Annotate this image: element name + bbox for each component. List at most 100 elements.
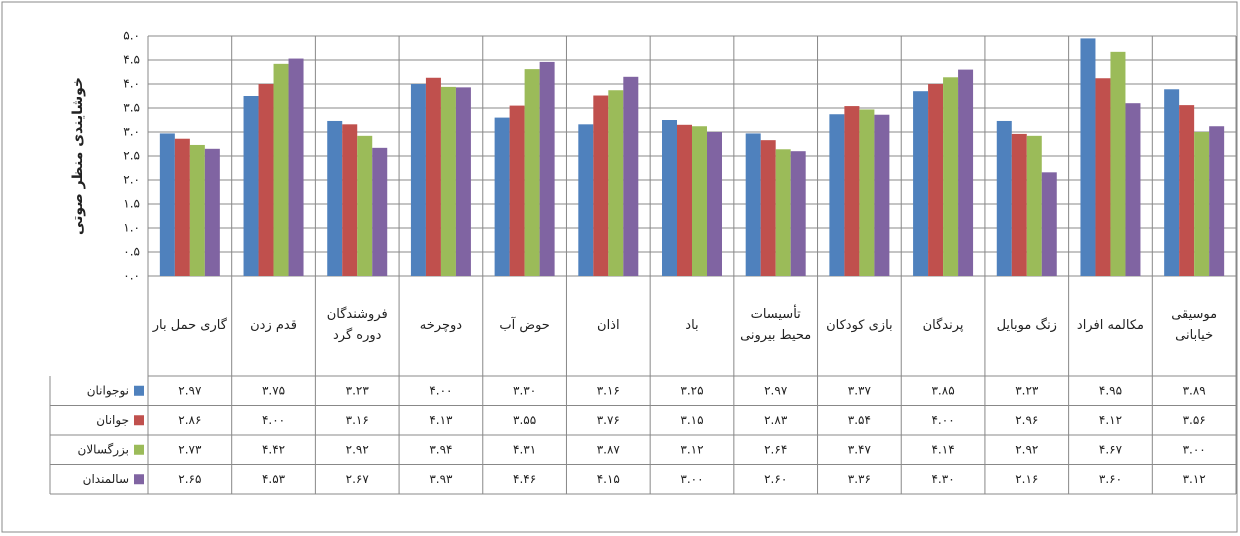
value-label: ۴.۴۶ <box>513 472 536 486</box>
category-cell: دوچرخه <box>420 318 462 333</box>
value-label: ۳.۲۳ <box>346 383 370 397</box>
y-tick-label: ۳.۰ <box>123 125 140 139</box>
x-tick-label: بازی کودکان <box>826 317 893 333</box>
value-label: ۳.۰۰ <box>680 472 703 486</box>
bar <box>342 124 358 276</box>
value-label: ۲.۹۲ <box>346 442 369 456</box>
value-label: ۳.۱۵ <box>680 413 703 427</box>
bar <box>913 91 929 276</box>
value-label: ۴.۵۳ <box>262 472 286 486</box>
bar <box>273 63 289 277</box>
bar <box>372 147 388 276</box>
value-label: ۳.۳۰ <box>513 383 536 397</box>
bar <box>189 144 205 276</box>
bar <box>707 132 722 276</box>
category-cell: گاری حمل بار <box>153 318 227 333</box>
value-label: ۴.۶۷ <box>1099 442 1123 456</box>
bar <box>1194 132 1210 276</box>
value-label: ۲.۹۶ <box>1015 413 1038 427</box>
bar <box>593 95 609 277</box>
category-cell: قدم زدن <box>250 317 297 333</box>
x-tick-label: فروشندگان دوره گرد <box>326 307 388 343</box>
legend-label: جوانان <box>96 413 129 428</box>
x-tick-label: قدم زدن <box>250 317 297 333</box>
bar <box>608 90 624 277</box>
bar <box>662 120 677 276</box>
y-tick-label: ۲.۰ <box>123 173 140 187</box>
value-label: ۴.۱۲ <box>1099 413 1122 427</box>
bar <box>692 126 707 277</box>
value-label: ۳.۷۶ <box>597 413 620 427</box>
bar <box>874 114 890 276</box>
value-label: ۲.۱۶ <box>1015 472 1038 486</box>
value-label: ۳.۱۶ <box>346 413 369 427</box>
legend-label: سالمندان <box>83 472 129 486</box>
bar <box>204 148 220 276</box>
bar <box>440 86 456 276</box>
bar <box>1095 78 1111 277</box>
x-tick-label: پرندگان <box>922 317 964 333</box>
category-cell: مکالمه افراد <box>1077 318 1144 333</box>
legend-label: بزرگسالان <box>78 442 130 457</box>
value-label: ۳.۴۷ <box>848 442 872 456</box>
y-tick-label: ۲.۵ <box>123 149 140 163</box>
value-label: ۳.۰۰ <box>1183 442 1206 456</box>
value-label: ۴.۱۵ <box>597 472 620 486</box>
y-tick-label: ۰.۵ <box>123 245 140 259</box>
bar <box>578 124 594 276</box>
legend-label: نوجوانان <box>87 383 129 398</box>
bar <box>327 120 343 277</box>
value-label: ۳.۲۵ <box>680 383 703 397</box>
value-label: ۳.۲۳ <box>1015 383 1039 397</box>
x-tick-label: موسیقی خیابانی <box>1171 307 1218 343</box>
bar <box>1110 51 1126 277</box>
value-label: ۲.۸۶ <box>178 413 201 427</box>
bar <box>539 61 555 276</box>
legend-swatch <box>134 444 144 455</box>
x-tick-label: اذان <box>597 317 620 333</box>
value-label: ۳.۹۴ <box>429 442 452 456</box>
value-label: ۴.۹۵ <box>1099 383 1122 397</box>
x-tick-label: حوض آب <box>499 317 550 333</box>
value-label: ۳.۸۹ <box>1183 383 1206 397</box>
bar <box>509 105 525 276</box>
value-label: ۲.۶۴ <box>764 442 787 456</box>
bar <box>790 151 806 276</box>
bar <box>996 120 1012 277</box>
value-label: ۲.۶۰ <box>764 472 787 486</box>
bar <box>410 84 426 276</box>
bar <box>844 106 860 276</box>
bar <box>1164 89 1180 276</box>
value-label: ۳.۱۶ <box>597 383 620 397</box>
category-cell: اذان <box>597 317 620 333</box>
y-axis-title: خوشایندی منظر صوتی <box>70 77 86 235</box>
bar <box>159 133 175 276</box>
bar <box>494 117 510 276</box>
category-cell: زنگ موبایل <box>997 318 1057 333</box>
bar <box>1041 172 1057 276</box>
bar <box>243 96 259 276</box>
category-cell: حوض آب <box>499 317 550 333</box>
bar <box>677 124 692 276</box>
legend-swatch <box>134 415 144 426</box>
value-label: ۳.۱۲ <box>680 442 703 456</box>
value-label: ۴.۱۳ <box>429 413 453 427</box>
bar <box>760 140 776 276</box>
bar <box>1080 38 1096 277</box>
value-label: ۳.۵۴ <box>848 413 871 427</box>
y-tick-label: ۴.۰ <box>123 77 140 91</box>
value-label: ۳.۱۲ <box>1183 472 1206 486</box>
y-tick-label: ۳.۵ <box>123 101 140 115</box>
y-tick-label: ۱.۵ <box>123 197 140 211</box>
category-cell: موسیقی خیابانی <box>1171 307 1218 343</box>
bar <box>357 135 373 276</box>
value-label: ۳.۳۷ <box>848 383 872 397</box>
value-label: ۲.۷۳ <box>178 442 202 456</box>
bar <box>745 133 761 276</box>
bar <box>425 77 441 276</box>
value-label: ۲.۹۲ <box>1015 442 1038 456</box>
bar <box>1179 105 1195 277</box>
bar <box>524 69 540 277</box>
y-tick-label: ۵.۰ <box>123 29 140 43</box>
